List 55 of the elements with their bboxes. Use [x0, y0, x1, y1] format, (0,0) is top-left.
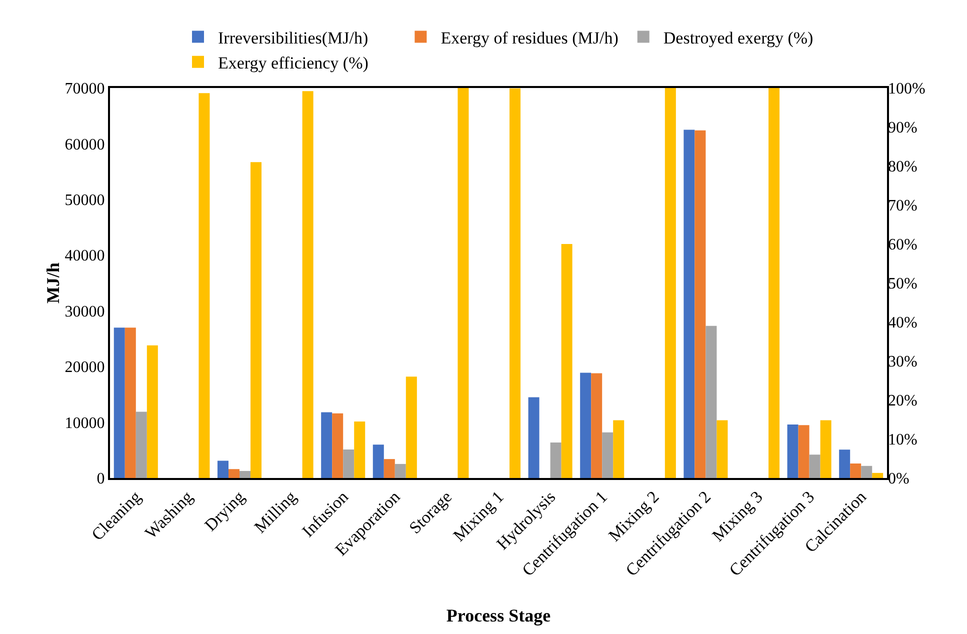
bar: [354, 421, 366, 478]
bar: [787, 424, 798, 478]
bar: [372, 444, 384, 478]
y2-tick-label: 20%: [888, 392, 918, 410]
bar: [694, 130, 706, 478]
y-tick-label: 0: [96, 470, 105, 488]
y-tick-label: 40000: [64, 248, 105, 265]
y2-tick-label: 30%: [888, 354, 918, 371]
bar: [872, 472, 884, 478]
bar: [250, 162, 262, 478]
bar: [550, 442, 562, 478]
bar: [332, 413, 344, 478]
bar: [768, 88, 780, 478]
y2-tick-label: 80%: [888, 158, 918, 176]
bar: [528, 397, 540, 478]
bar: [561, 244, 572, 478]
bar: [406, 376, 417, 478]
y-tick-label: 60000: [64, 136, 105, 154]
legend-label: Exergy of residues (MJ/h): [440, 28, 618, 48]
y2-tick-label: 70%: [888, 198, 918, 215]
legend-label: Destroyed exergy (%): [663, 28, 814, 48]
y-axis-title: MJ/h: [42, 262, 63, 304]
bar: [321, 412, 332, 478]
bar: [591, 373, 602, 478]
y2-tick-label: 100%: [888, 80, 926, 98]
y-tick-label: 70000: [64, 80, 105, 98]
x-axis-title: Process Stage: [446, 605, 551, 626]
bar: [664, 88, 676, 478]
y2-tick-label: 90%: [888, 120, 918, 137]
bar: [124, 328, 136, 478]
bar: [613, 420, 624, 478]
y-tick-label: 10000: [64, 414, 105, 432]
legend-label: Irreversibilities(MJ/h): [218, 28, 368, 48]
y-tick-label: 50000: [64, 192, 105, 210]
bar: [798, 425, 810, 478]
bar: [302, 91, 314, 478]
bar: [217, 460, 228, 478]
y2-tick-label: 40%: [888, 314, 918, 332]
y2-tick-label: 60%: [888, 236, 918, 254]
y2-tick-label: 0%: [888, 470, 910, 488]
bar: [114, 328, 125, 478]
legend-label: Exergy efficiency (%): [218, 53, 368, 72]
y-tick-label: 20000: [64, 359, 105, 376]
bar: [458, 88, 469, 478]
bar: [839, 450, 850, 478]
bar: [580, 372, 592, 478]
bar: [716, 420, 728, 478]
y-tick-label: 30000: [64, 303, 105, 320]
bar: [146, 345, 158, 478]
y2-tick-label: 10%: [888, 432, 918, 449]
bar: [820, 420, 832, 478]
y2-tick-label: 50%: [888, 276, 918, 293]
bar: [684, 130, 695, 478]
bar: [198, 93, 210, 478]
bar: [510, 88, 521, 478]
